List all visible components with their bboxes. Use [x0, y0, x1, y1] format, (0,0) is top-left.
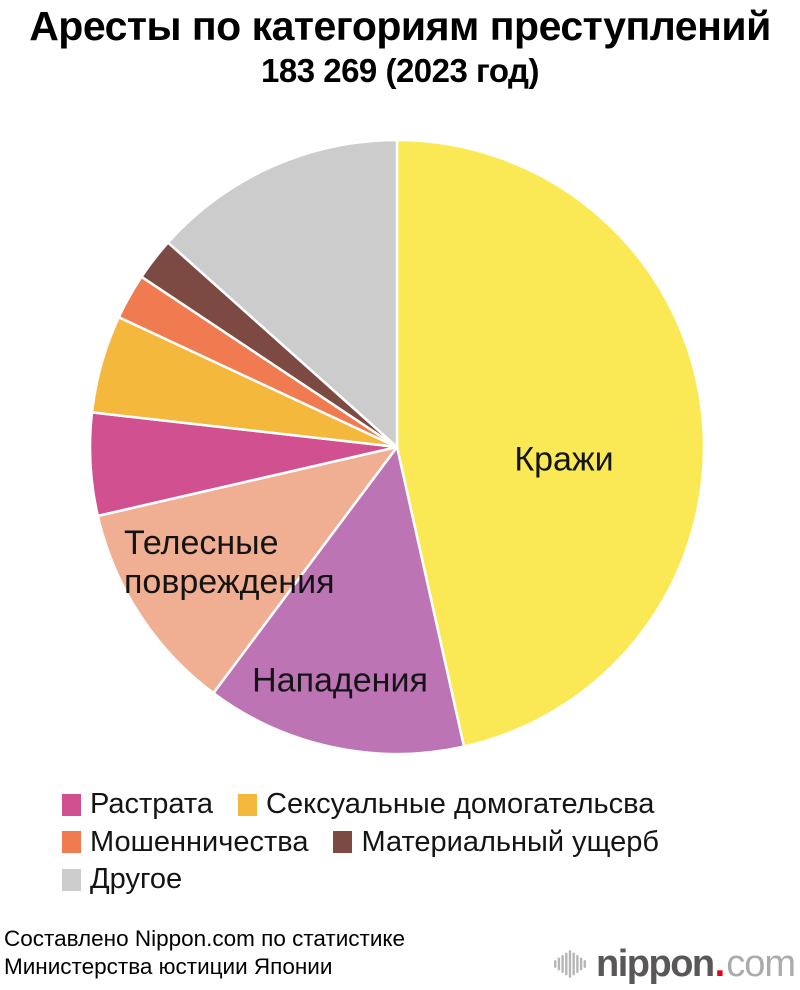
- legend-swatch: [62, 793, 81, 816]
- nippon-logo: nippon. com: [554, 941, 796, 987]
- chart-title: Аресты по категориям преступлений: [29, 3, 771, 49]
- pie-slice-0: [395, 138, 706, 748]
- pie-slice-7: [166, 138, 399, 449]
- legend-row: Растрата Сексуальные домогательсва: [62, 786, 684, 824]
- legend-label: Сексуальные домогательсва: [266, 788, 655, 821]
- legend: Растрата Сексуальные домогательсва Мошенни…: [62, 786, 684, 899]
- legend-label: Растрата: [90, 788, 213, 821]
- legend-label: Другое: [90, 863, 183, 896]
- chart-subtitle: 183 269 (2023 год): [261, 52, 540, 89]
- legend-label: Материальный ущерб: [361, 825, 660, 858]
- pie-slice-1: [212, 445, 466, 756]
- legend-item-6: Материальный ущерб: [333, 826, 659, 859]
- soundwave-icon: [554, 950, 587, 978]
- legend-row: Мошенничества Материальный ущерб: [62, 824, 684, 862]
- pie-label-thefts: Кражи: [514, 440, 614, 479]
- legend-item-3: Растрата: [62, 788, 213, 821]
- legend-swatch: [62, 831, 81, 854]
- legend-item-7: Другое: [62, 863, 182, 896]
- source-credit-line1: Составлено Nippon.com по статистике: [4, 926, 406, 951]
- source-credit-line2: Министерства юстиции Японии: [4, 954, 333, 979]
- logo-text-nippon: nippon: [596, 942, 715, 985]
- pie-slice-2: [96, 445, 399, 695]
- logo-text-com: com: [726, 942, 796, 985]
- legend-row: Другое: [62, 861, 684, 899]
- pie-label-bodily-injuries: Телесные повреждения: [124, 524, 335, 601]
- legend-swatch: [333, 831, 353, 854]
- logo-dot: .: [714, 942, 726, 985]
- legend-swatch: [62, 868, 81, 891]
- legend-label: Мошенничества: [90, 825, 309, 858]
- legend-item-5: Мошенничества: [62, 826, 308, 859]
- legend-swatch: [238, 793, 257, 816]
- source-credit: Составлено Nippon.com по статистике Мини…: [4, 925, 405, 981]
- pie-label-assaults: Нападения: [252, 661, 428, 700]
- legend-item-4: Сексуальные домогательсва: [238, 788, 654, 821]
